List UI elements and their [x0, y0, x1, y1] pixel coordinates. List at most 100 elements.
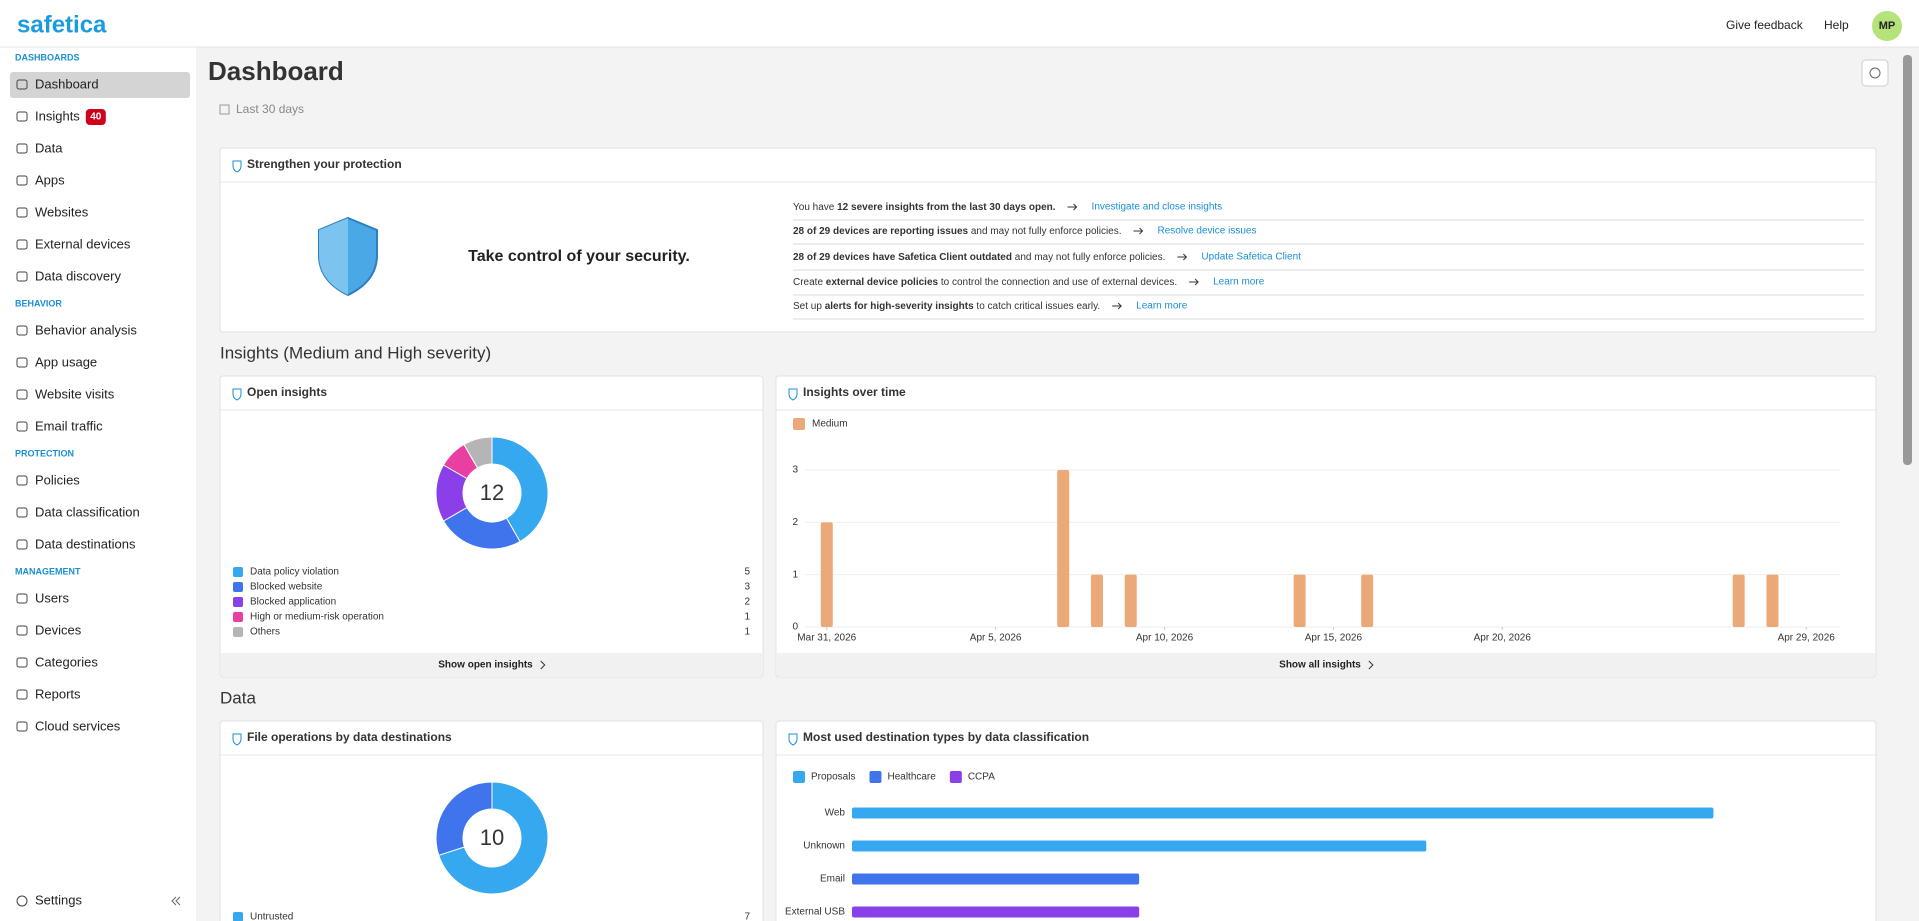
nav-icon — [16, 475, 28, 486]
nav-item[interactable]: Websites — [35, 204, 89, 219]
donut-total: 10 — [480, 825, 504, 850]
protection-row: Create external device policies to contr… — [793, 277, 1177, 288]
card-footer-link[interactable]: Show all insights — [1279, 660, 1361, 671]
card-title: Strengthen your protection — [247, 157, 402, 171]
legend-label: Data policy violation — [250, 567, 339, 578]
bar — [1293, 574, 1306, 627]
bar — [852, 906, 1140, 918]
legend-swatch — [233, 912, 243, 921]
card-icon — [232, 388, 242, 401]
legend-label: High or medium-risk operation — [250, 612, 384, 623]
nav-item[interactable]: Cloud services — [35, 718, 121, 733]
legend-swatch — [233, 567, 243, 577]
row-link[interactable]: Learn more — [1213, 277, 1265, 288]
nav-item[interactable]: Data discovery — [35, 268, 121, 283]
nav-item[interactable]: Email traffic — [35, 418, 103, 433]
card-icon — [232, 733, 242, 746]
nav-item[interactable]: Data — [35, 140, 63, 155]
row-pre: Create — [793, 277, 826, 288]
nav-item[interactable]: Insights — [35, 108, 80, 123]
nav-item[interactable]: Reports — [35, 686, 81, 701]
legend-swatch — [869, 771, 882, 783]
bar — [1090, 574, 1103, 627]
calendar-icon — [219, 104, 230, 115]
date-range[interactable]: Last 30 days — [236, 102, 304, 116]
y-category-label: External USB — [785, 907, 845, 918]
row-link[interactable]: Learn more — [1136, 301, 1188, 312]
row-bold: 28 of 29 devices are reporting issues — [793, 226, 969, 237]
nav-item[interactable]: Website visits — [35, 386, 115, 401]
arrow-icon — [1189, 278, 1199, 286]
bar — [820, 522, 833, 627]
legend-swatch — [233, 582, 243, 592]
help-link[interactable]: Help — [1824, 18, 1849, 32]
card-title: Open insights — [247, 385, 327, 399]
nav-section-title: MANAGEMENT — [15, 566, 81, 576]
nav-item[interactable]: Categories — [35, 654, 98, 669]
nav-icon — [16, 421, 28, 432]
nav-icon — [16, 271, 28, 282]
nav-item[interactable]: Devices — [35, 622, 82, 637]
row-link[interactable]: Update Safetica Client — [1201, 252, 1301, 263]
refresh-button[interactable] — [1861, 59, 1889, 87]
legend-swatch — [949, 771, 962, 783]
nav-item[interactable]: Data classification — [35, 504, 140, 519]
card — [219, 720, 764, 921]
nav-item[interactable]: App usage — [35, 354, 97, 369]
nav-icon — [16, 111, 28, 122]
nav-icon — [16, 357, 28, 368]
protection-row: 28 of 29 devices have Safetica Client ou… — [793, 252, 1165, 263]
nav-icon — [16, 689, 28, 700]
avatar[interactable] — [1872, 11, 1902, 41]
nav-icon — [16, 207, 28, 218]
row-link[interactable]: Resolve device issues — [1158, 226, 1257, 237]
nav-item[interactable]: Apps — [35, 172, 65, 187]
legend-label: Proposals — [811, 772, 855, 783]
protection-row: You have 12 severe insights from the las… — [793, 202, 1056, 213]
nav-item[interactable]: External devices — [35, 236, 131, 251]
section-title: Data — [220, 688, 256, 707]
arrow-icon — [1067, 203, 1078, 211]
legend-label: Medium — [812, 419, 848, 430]
card-footer-link[interactable]: Show open insights — [438, 660, 533, 671]
collapse-icon[interactable] — [171, 896, 181, 906]
bar — [1732, 574, 1745, 627]
y-category-label: Web — [825, 808, 846, 819]
bar — [1766, 574, 1779, 627]
nav-item[interactable]: Dashboard — [35, 76, 99, 91]
card-footer — [777, 653, 1875, 676]
row-link[interactable]: Investigate and close insights — [1092, 202, 1223, 213]
bar — [852, 873, 1140, 885]
nav-section-title: PROTECTION — [15, 448, 74, 458]
x-tick-label: Apr 29, 2026 — [1778, 633, 1836, 644]
nav-icon — [16, 325, 28, 336]
legend-value: 3 — [744, 582, 750, 593]
feedback-link[interactable]: Give feedback — [1726, 18, 1804, 32]
row-pre: Set up — [793, 301, 825, 312]
nav-icon — [16, 389, 28, 400]
legend-value: 7 — [744, 912, 750, 921]
bar — [1124, 574, 1137, 627]
nav-item[interactable]: Policies — [35, 472, 80, 487]
x-tick-label: Apr 15, 2026 — [1305, 633, 1363, 644]
protection-row: Set up alerts for high-severity insights… — [793, 301, 1100, 312]
settings-icon — [16, 895, 28, 907]
y-tick-label: 0 — [792, 622, 798, 633]
legend-swatch — [793, 418, 805, 430]
card-title: Insights over time — [803, 385, 906, 399]
brand-logo[interactable]: safetica — [17, 11, 107, 38]
card — [775, 720, 1877, 921]
row-bold: external device policies — [826, 277, 939, 288]
legend-label: Others — [250, 627, 280, 638]
y-tick-label: 1 — [792, 569, 798, 580]
row-bold: alerts for high-severity insights — [825, 301, 974, 312]
nav-item[interactable]: Data destinations — [35, 536, 136, 551]
nav-item[interactable]: Behavior analysis — [35, 322, 137, 337]
nav-item[interactable]: Settings — [35, 892, 82, 907]
scrollbar-thumb[interactable] — [1903, 55, 1912, 465]
nav-icon — [16, 175, 28, 186]
nav-item[interactable]: Users — [35, 590, 69, 605]
nav-icon — [16, 721, 28, 732]
avatar-initials[interactable]: MP — [1879, 20, 1896, 32]
